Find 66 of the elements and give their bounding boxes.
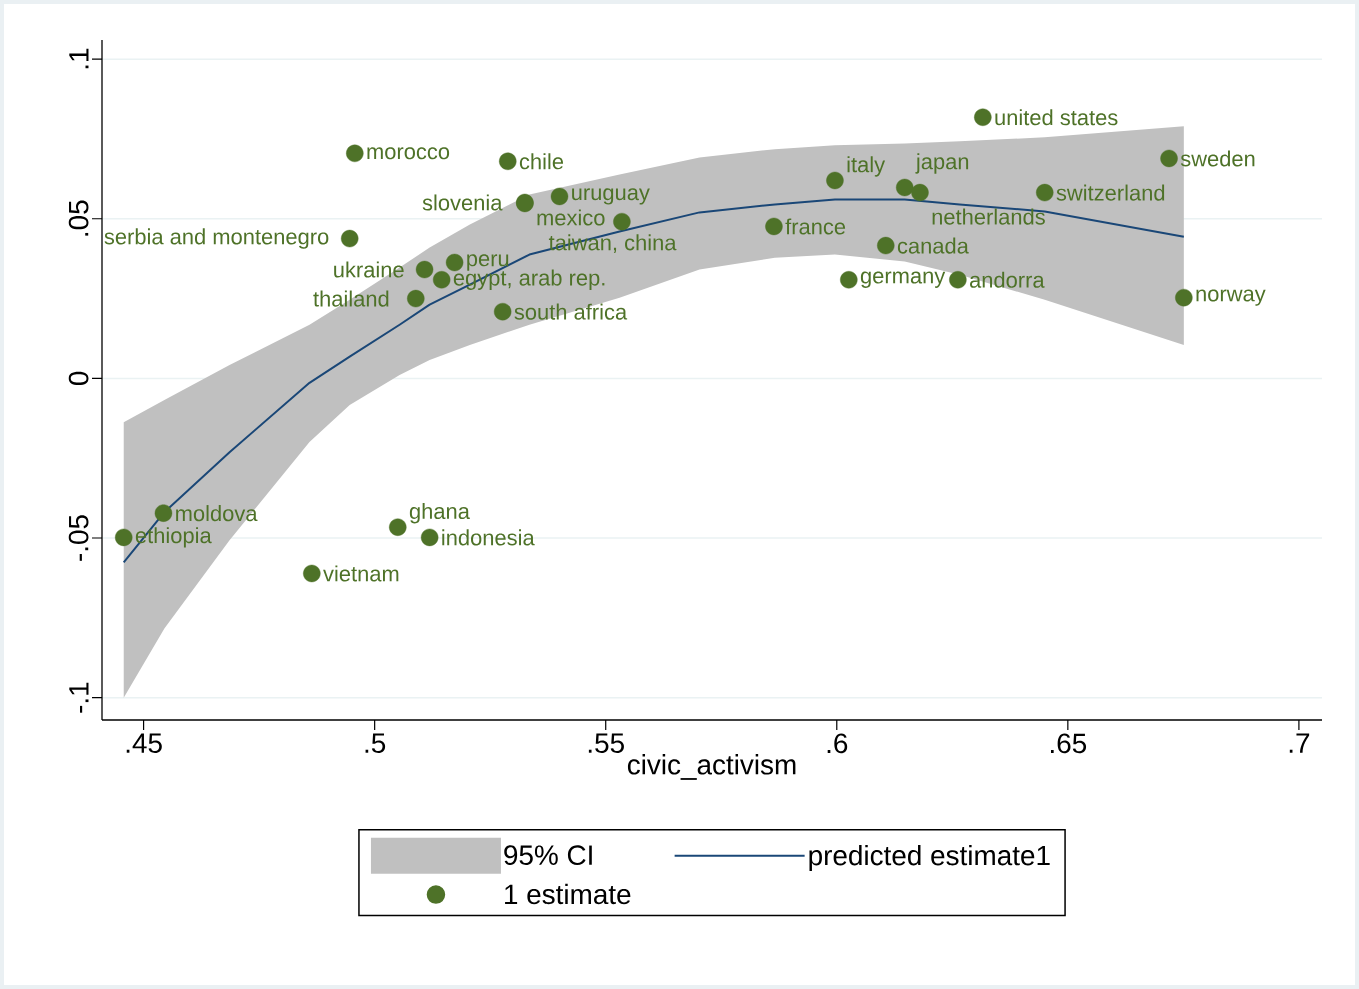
- x-tick-label: .55: [588, 733, 624, 753]
- point: [154, 504, 173, 522]
- point: [840, 271, 858, 289]
- data-label: canada: [897, 237, 969, 254]
- data-label: japan: [915, 153, 969, 174]
- x-tick-label: .45: [126, 733, 162, 753]
- point: [432, 271, 451, 289]
- point: [1036, 183, 1054, 202]
- data-label: vietnam: [323, 565, 399, 582]
- data-label: united states: [995, 109, 1118, 126]
- y-tick-label: .1: [69, 48, 89, 69]
- data-label: chile: [519, 153, 564, 170]
- data-label: south africa: [514, 303, 628, 320]
- point: [974, 108, 992, 126]
- data-label: ukraine: [334, 261, 404, 278]
- data-label: mexico: [537, 209, 605, 226]
- point: [499, 152, 517, 171]
- point: [445, 253, 464, 272]
- legend-label: 1 estimate: [505, 883, 631, 905]
- point: [826, 171, 844, 190]
- point: [550, 187, 569, 206]
- data-label: moldova: [176, 505, 258, 522]
- data-label: andorra: [969, 271, 1045, 288]
- data-label: serbia and montenegro: [104, 228, 329, 249]
- point: [389, 518, 407, 536]
- text: 95% CI: [504, 845, 592, 866]
- data-label: morocco: [367, 147, 450, 160]
- point: [949, 271, 967, 289]
- point: [346, 144, 364, 163]
- point: [613, 212, 631, 231]
- data-label: germany: [860, 271, 946, 288]
- data-label: france: [785, 218, 846, 235]
- data-label: thailand: [313, 290, 389, 307]
- data-label: uruguay: [572, 188, 650, 205]
- y-tick-label: 0: [68, 371, 89, 386]
- x-axis-title: civic_activism: [627, 754, 796, 780]
- legend-label: predicted estimate1: [809, 844, 1050, 871]
- data-label: indonesia: [442, 529, 535, 546]
- x-tick-label: .5: [365, 733, 386, 753]
- data-label: netherlands: [932, 208, 1045, 225]
- point: [765, 217, 783, 236]
- data-label: switzerland: [1056, 184, 1165, 201]
- y-tick-label: .05: [68, 200, 89, 236]
- point: [911, 183, 929, 202]
- x-tick-label: .6: [827, 733, 848, 754]
- point: [877, 236, 895, 255]
- data-label: sweden: [1180, 150, 1255, 167]
- point: [407, 289, 425, 308]
- point: [896, 178, 914, 197]
- point: [303, 564, 321, 583]
- y-tick-label: -.05: [68, 515, 89, 561]
- point: [115, 528, 133, 547]
- point: [493, 302, 512, 321]
- data-label: ghana: [409, 502, 470, 524]
- x-tick-label: .65: [1051, 733, 1087, 754]
- data-label: italy: [847, 156, 886, 177]
- point: [341, 229, 359, 248]
- x-tick-label: .7: [1289, 733, 1310, 753]
- point: [1160, 149, 1178, 168]
- point: [1175, 288, 1193, 307]
- point: [415, 260, 434, 279]
- point: [420, 528, 439, 547]
- data-label: norway: [1196, 289, 1266, 306]
- data-label: peru: [467, 254, 509, 271]
- data-label: slovenia: [422, 194, 503, 211]
- y-tick-label: -.1: [69, 682, 89, 713]
